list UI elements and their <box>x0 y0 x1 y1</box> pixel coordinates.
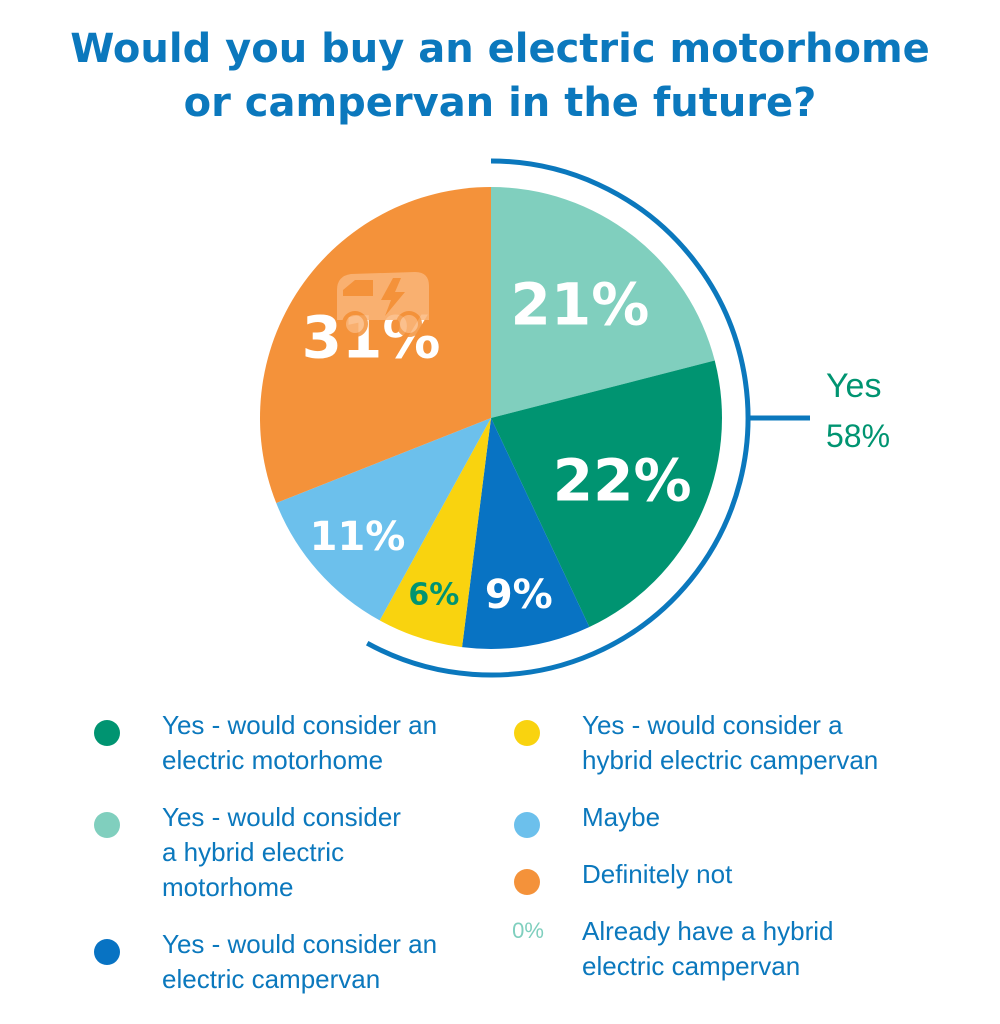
legend-item: Yes - would consider a hybrid electric c… <box>514 708 934 778</box>
legend-swatch <box>514 812 540 838</box>
legend-label: Yes - would consider a hybrid electric c… <box>582 710 879 775</box>
pie-slice-hybrid_campervan <box>379 418 491 648</box>
pie-slice-electric_motorhome <box>491 360 722 628</box>
legend-swatch <box>94 720 120 746</box>
legend-item: Yes - would consider a hybrid electric m… <box>94 800 494 905</box>
slice-label-electric_motorhome: 22% <box>553 447 692 515</box>
legend-label: Yes - would consider a hybrid electric m… <box>162 802 401 902</box>
yes-bracket-value: 58% <box>826 418 890 454</box>
slice-label-maybe: 11% <box>310 514 406 560</box>
pie-slice-electric_campervan <box>462 418 590 650</box>
legend-label: Already have a hybrid electric campervan <box>582 916 834 981</box>
legend-item: Yes - would consider an electric motorho… <box>94 708 494 778</box>
legend-swatch <box>514 720 540 746</box>
legend-right: Yes - would consider a hybrid electric c… <box>512 708 934 1006</box>
pie-slice-hybrid_motorhome <box>491 187 715 418</box>
legend-item: Definitely not <box>514 857 934 895</box>
legend-label: Definitely not <box>582 859 733 889</box>
legend-label: Maybe <box>582 802 661 832</box>
slice-label-electric_campervan: 9% <box>485 572 553 618</box>
legend-label: Yes - would consider an electric camperv… <box>162 929 438 994</box>
legend-swatch <box>94 812 120 838</box>
legend-left: Yes - would consider an electric motorho… <box>94 708 494 1019</box>
chart-title-line-2: or campervan in the future? <box>183 80 817 126</box>
chart-title: Would you buy an electric motorhome or c… <box>0 22 1000 130</box>
slice-label-hybrid_campervan: 6% <box>408 578 459 613</box>
pie-slice-definitely_not <box>259 187 491 504</box>
yes-bracket-arc <box>365 158 751 678</box>
legend-label: Yes - would consider an electric motorho… <box>162 710 438 775</box>
yes-bracket-label: Yes <box>826 367 881 405</box>
chart-title-line-1: Would you buy an electric motorhome <box>70 26 930 72</box>
pie-slice-maybe <box>276 418 491 621</box>
legend-item: 0% Already have a hybrid electric camperv… <box>512 914 934 984</box>
legend-swatch <box>94 939 120 965</box>
electric-van-icon <box>337 272 429 337</box>
slice-label-hybrid_motorhome: 21% <box>510 270 649 338</box>
legend-item: Yes - would consider an electric camperv… <box>94 927 494 997</box>
legend-swatch <box>514 869 540 895</box>
legend-percent: 0% <box>512 918 544 943</box>
legend-item: Maybe <box>514 800 934 838</box>
